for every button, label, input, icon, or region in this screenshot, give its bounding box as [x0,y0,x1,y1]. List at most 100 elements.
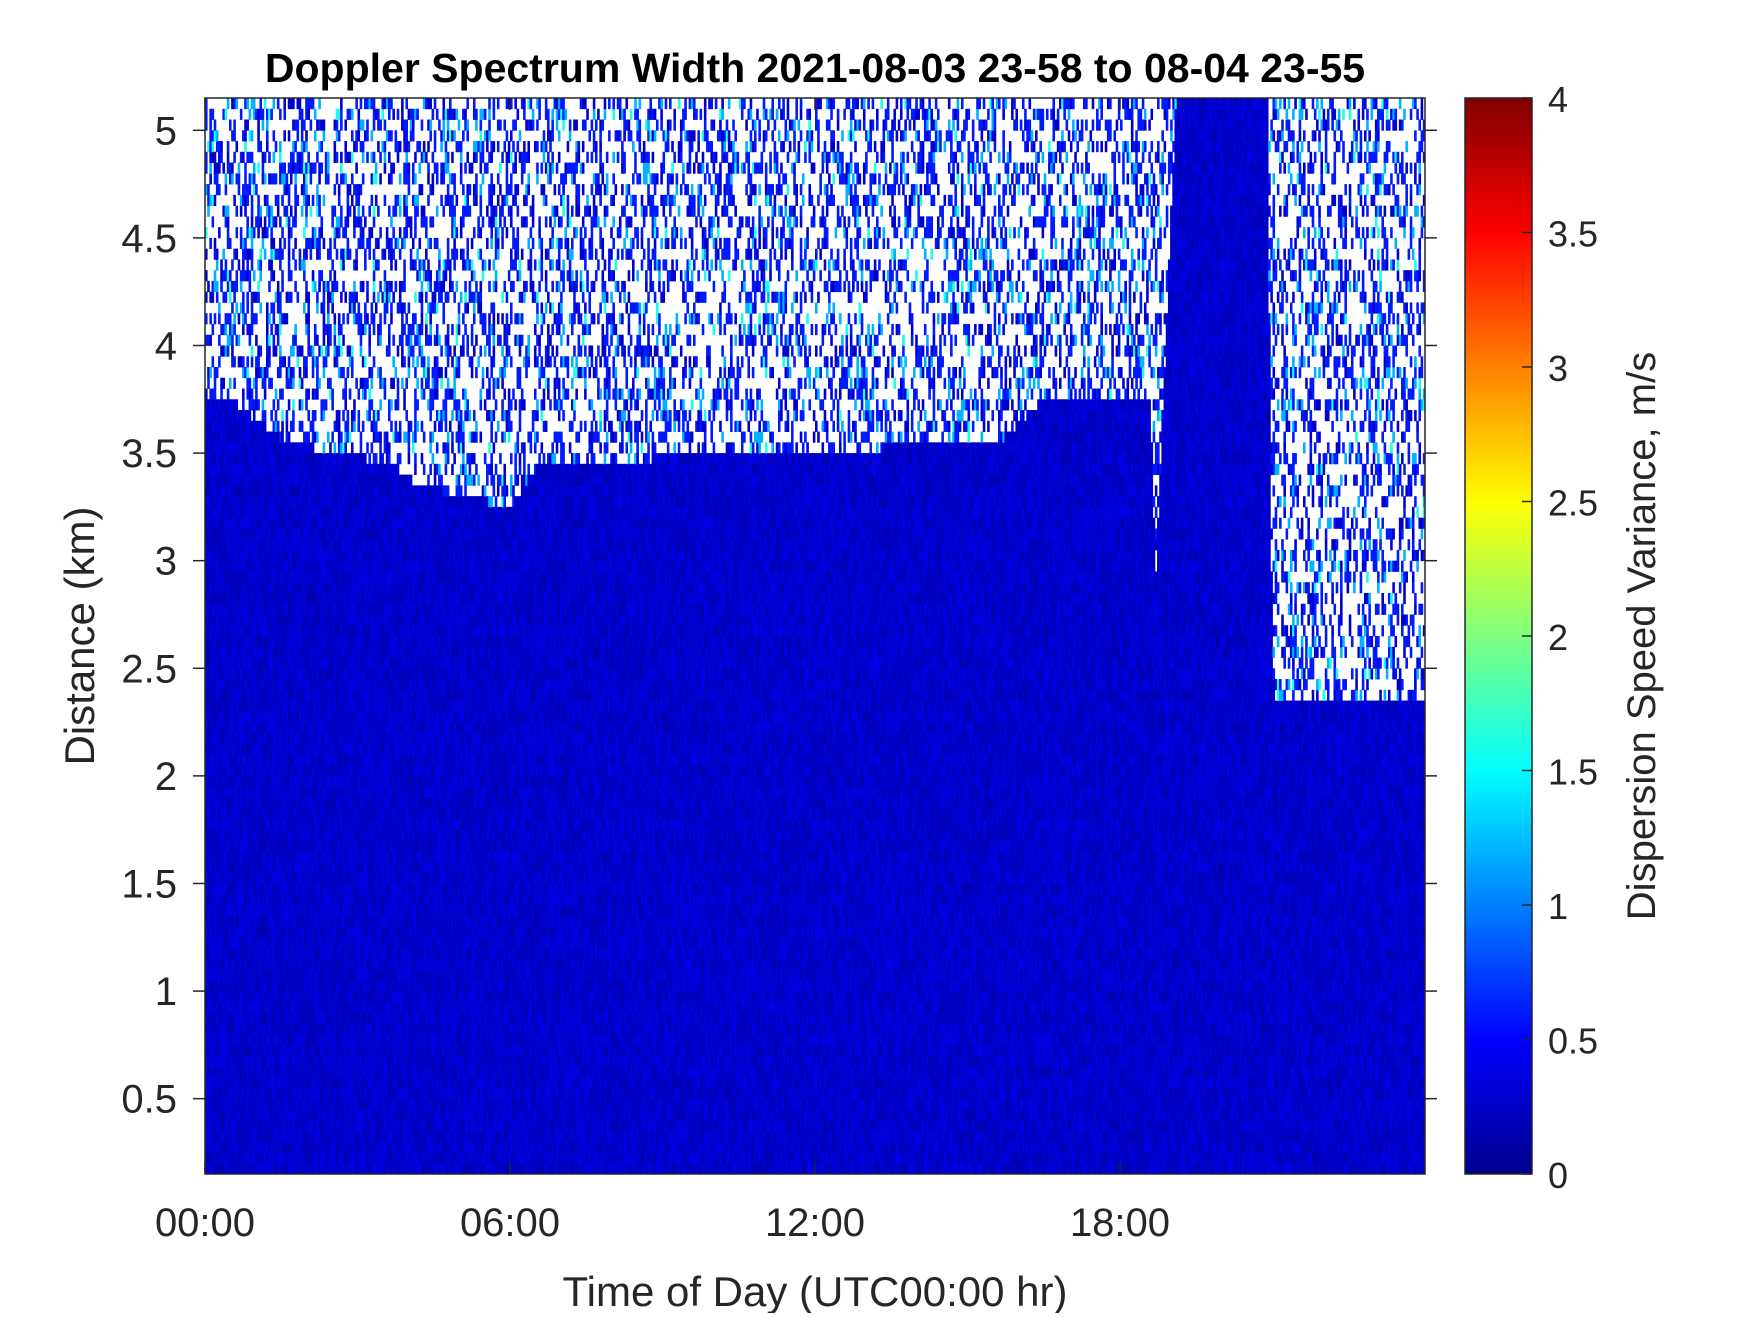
heatmap-cell [268,356,271,367]
heatmap-cell [259,270,262,281]
heatmap-cell [212,324,215,335]
heatmap-cell [277,206,280,217]
heatmap-cell [244,238,247,249]
heatmap-cell [242,152,245,163]
heatmap-cell [294,141,297,152]
heatmap-cell [229,238,232,249]
heatmap-cell [214,270,217,281]
heatmap-cell [240,109,243,120]
heatmap-cell [238,163,241,174]
heatmap-cell [307,313,310,324]
heatmap-cell [225,173,228,184]
heatmap-cell [236,249,239,260]
heatmap-cell [270,227,273,238]
heatmap-cell [227,216,230,227]
heatmap-cell [259,259,262,270]
heatmap-cell [270,109,273,120]
heatmap-cell [251,206,254,217]
heatmap-cell [292,152,295,163]
heatmap-cell [214,195,217,206]
heatmap-cell [279,324,282,335]
heatmap-cell [307,335,310,346]
heatmap-cell [251,216,254,227]
heatmap-cell [220,152,223,163]
heatmap-cell [225,184,228,195]
heatmap-cell [244,313,247,324]
heatmap-cell [244,206,247,217]
heatmap-cell [294,216,297,227]
heatmap-cell [216,367,219,378]
heatmap-cell [227,98,230,109]
heatmap-cell [303,259,306,270]
heatmap-cell [251,259,254,270]
heatmap-cell [307,432,310,443]
heatmap-cell [299,367,302,378]
heatmap-cell [297,292,300,303]
heatmap-cell [214,313,217,324]
heatmap-cell [246,259,249,270]
heatmap-cell [290,270,293,281]
heatmap-cell [292,249,295,260]
heatmap-cell [220,141,223,152]
heatmap-cell [231,163,234,174]
heatmap-cell [305,141,308,152]
heatmap-cell [227,389,230,400]
heatmap-cell [288,399,291,410]
heatmap-cell [244,163,247,174]
heatmap-cell [273,302,276,313]
heatmap-cell [214,378,217,389]
heatmap-cell [216,292,219,303]
heatmap-cell [253,227,256,238]
heatmap-cell [225,109,228,120]
heatmap-cell [281,270,284,281]
heatmap-cell [264,421,267,432]
heatmap-cell [292,378,295,389]
heatmap-cell [257,195,260,206]
heatmap-cell [294,184,297,195]
heatmap-cell [281,249,284,260]
heatmap-cell [251,324,254,335]
heatmap-cell [301,152,304,163]
heatmap-cell [270,324,273,335]
heatmap-cell [220,259,223,270]
heatmap-cell [279,216,282,227]
heatmap-cell [251,249,254,260]
heatmap-cell [283,109,286,120]
heatmap-cell [246,216,249,227]
heatmap-cell [292,421,295,432]
heatmap-cell [279,367,282,378]
heatmap-cell [259,98,262,109]
heatmap-cell [214,152,217,163]
heatmap [205,98,1425,1174]
heatmap-cell [209,367,212,378]
heatmap-cell [207,206,210,217]
heatmap-cell [266,367,269,378]
heatmap-cell [257,130,260,141]
heatmap-cell [218,184,221,195]
heatmap-cell [273,152,276,163]
heatmap-cell [207,281,210,292]
heatmap-cell [257,227,260,238]
heatmap-cell [290,227,293,238]
heatmap-cell [255,184,258,195]
heatmap-cell [209,173,212,184]
heatmap-cell [246,120,249,131]
heatmap-cell [288,249,291,260]
heatmap-cell [286,421,289,432]
heatmap-cell [233,356,236,367]
heatmap-cell [277,335,280,346]
heatmap-cell [277,421,280,432]
heatmap-cell [301,130,304,141]
heatmap-cell [266,227,269,238]
heatmap-cell [279,152,282,163]
heatmap-cell [270,259,273,270]
heatmap-cell [275,345,278,356]
heatmap-cell [246,292,249,303]
heatmap-cell [262,163,265,174]
heatmap-cell [238,313,241,324]
heatmap-cell [266,130,269,141]
heatmap-cell [277,281,280,292]
heatmap-cell [242,356,245,367]
heatmap-cell [257,281,260,292]
heatmap-cell [233,130,236,141]
